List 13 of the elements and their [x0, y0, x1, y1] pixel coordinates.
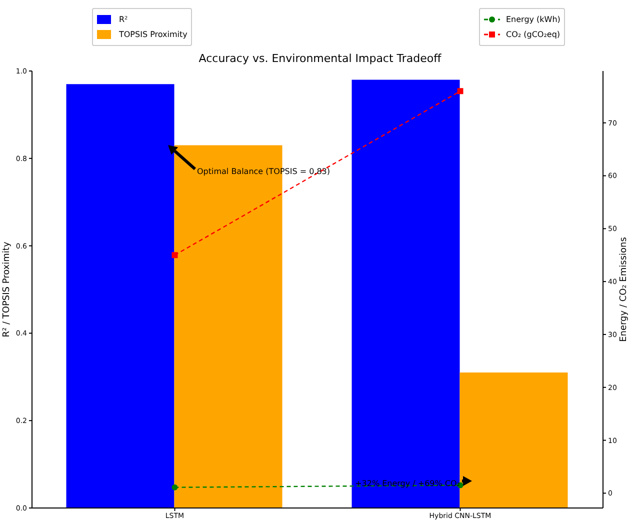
chart-title: Accuracy vs. Environmental Impact Tradeoff	[198, 52, 442, 65]
point	[172, 484, 178, 490]
legend-label: TOPSIS Proximity	[119, 30, 188, 39]
point	[457, 88, 464, 94]
bar	[460, 372, 568, 508]
y-axis-title: R² / TOPSIS Proximity	[2, 241, 12, 338]
point	[172, 252, 178, 258]
legend-label: R²	[119, 15, 128, 24]
bar	[66, 84, 174, 508]
bar	[352, 80, 460, 508]
legend-label: Energy (kWh)	[506, 15, 560, 24]
legend-label: CO₂ (gCO₂eq)	[506, 30, 560, 39]
y2-axis-title: Energy / CO₂ Emissions	[619, 236, 629, 342]
